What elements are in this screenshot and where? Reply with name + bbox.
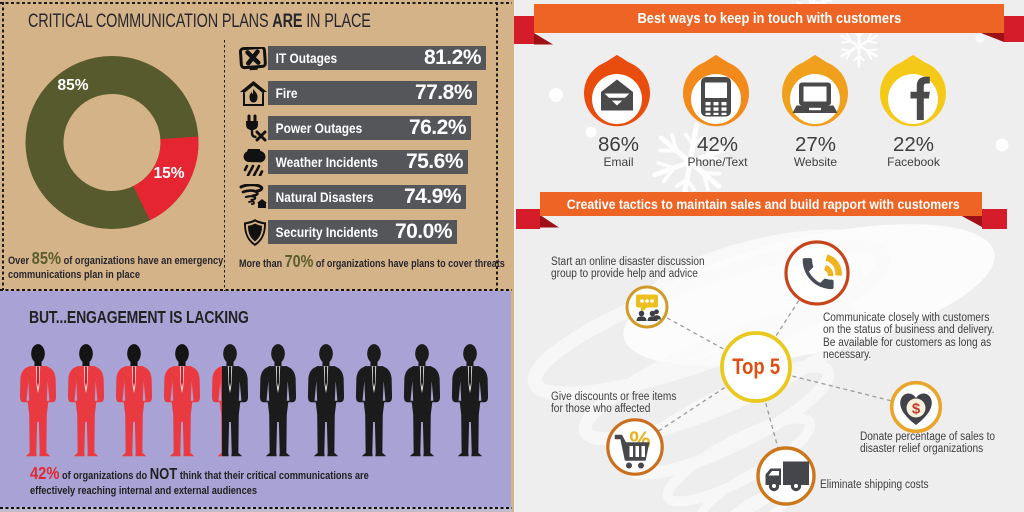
svg-text:$: $	[912, 401, 921, 418]
